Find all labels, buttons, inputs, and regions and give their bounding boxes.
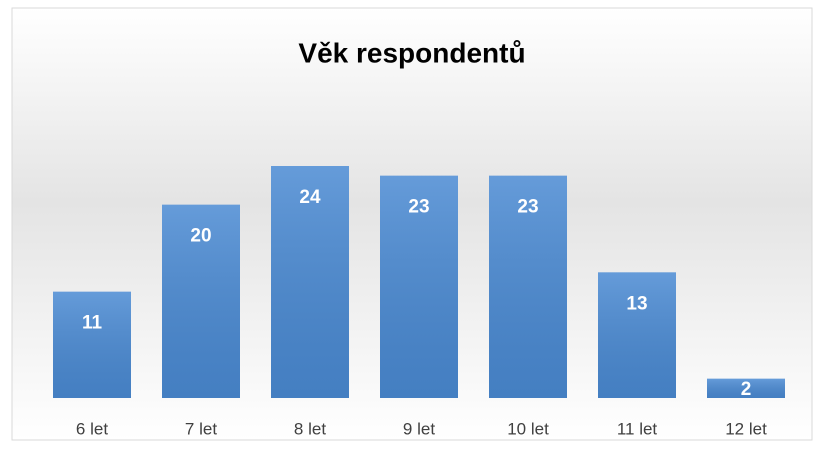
data-label: 24 (299, 187, 321, 208)
x-tick-label: 10 let (507, 419, 549, 438)
x-tick-label: 6 let (76, 419, 108, 438)
chart-title: Věk respondentů (298, 37, 525, 68)
bar-shade (271, 166, 349, 398)
data-label: 11 (82, 313, 103, 334)
bar-shade (53, 291, 131, 398)
data-label: 20 (190, 226, 211, 247)
data-label: 23 (408, 197, 429, 218)
x-tick-label: 8 let (294, 419, 326, 438)
bar-shade (598, 272, 676, 398)
x-tick-label: 12 let (725, 419, 767, 438)
data-label: 13 (626, 293, 647, 314)
data-label: 23 (517, 197, 538, 218)
bar-shade (380, 175, 458, 398)
bar-shade (162, 204, 240, 398)
x-tick-label: 11 let (617, 419, 658, 438)
data-label: 2 (741, 379, 752, 400)
bar-shade (489, 175, 567, 398)
x-tick-label: 9 let (403, 419, 435, 438)
bar-shade (707, 378, 785, 398)
x-tick-label: 7 let (185, 419, 217, 438)
